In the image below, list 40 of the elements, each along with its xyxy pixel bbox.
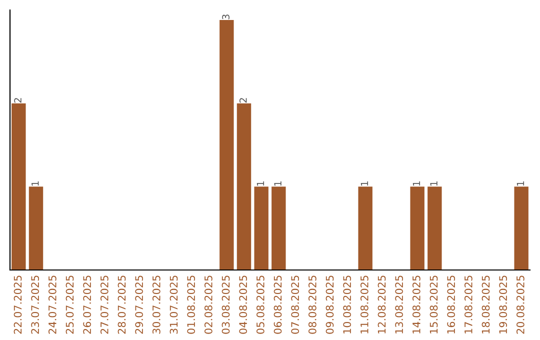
x-tick-label: 28.07.2025 [118,276,126,334]
x-tick-label: 30.07.2025 [152,276,160,334]
x-tick-label: 06.08.2025 [274,276,282,334]
x-tick-label: 04.08.2025 [239,276,248,334]
data-label: 1 [412,181,420,186]
data-label: 2 [239,98,247,103]
x-tick-label: 09.08.2025 [326,276,334,334]
x-tick-label: 25.07.2025 [66,276,74,334]
x-tick-label: 16.08.2025 [447,276,456,334]
x-tick-label: 24.07.2025 [48,276,56,334]
x-tick-label: 17.08.2025 [464,276,472,334]
x-tick-label: 31.07.2025 [170,276,178,334]
data-label: 1 [360,181,368,186]
data-label: 1 [430,181,438,186]
x-tick-label: 22.07.2025 [14,276,22,334]
x-tick-label: 08.08.2025 [308,276,316,334]
x-tick-label: 14.08.2025 [412,276,420,334]
x-tick-label: 13.08.2025 [395,276,404,334]
x-tick-label: 10.08.2025 [343,276,352,334]
x-tick-label: 01.08.2025 [187,276,196,334]
x-tick-label: 12.08.2025 [378,276,386,334]
data-label: 2 [14,98,22,103]
x-tick-label: 23.07.2025 [31,276,40,334]
data-label: 1 [32,181,39,186]
x-tick-label: 29.07.2025 [135,276,144,334]
x-tick-label: 20.08.2025 [516,276,524,334]
x-tick-label: 27.07.2025 [100,276,108,334]
x-tick-label: 26.07.2025 [83,276,92,334]
x-tick-label: 19.08.2025 [499,276,508,334]
x-tick-label: 03.08.2025 [222,276,230,334]
data-label: 3 [222,14,230,20]
data-label: 1 [274,181,282,186]
x-tick-label: 15.08.2025 [430,276,438,334]
x-tick-label: 02.08.2025 [204,276,212,334]
data-label: 1 [256,181,264,186]
x-tick-label: 05.08.2025 [256,276,264,334]
x-tick-label: 18.08.2025 [482,276,490,334]
x-tick-label: 11.08.2025 [360,276,368,334]
data-label: 1 [516,181,524,186]
x-tick-label: 07.08.2025 [291,276,300,334]
